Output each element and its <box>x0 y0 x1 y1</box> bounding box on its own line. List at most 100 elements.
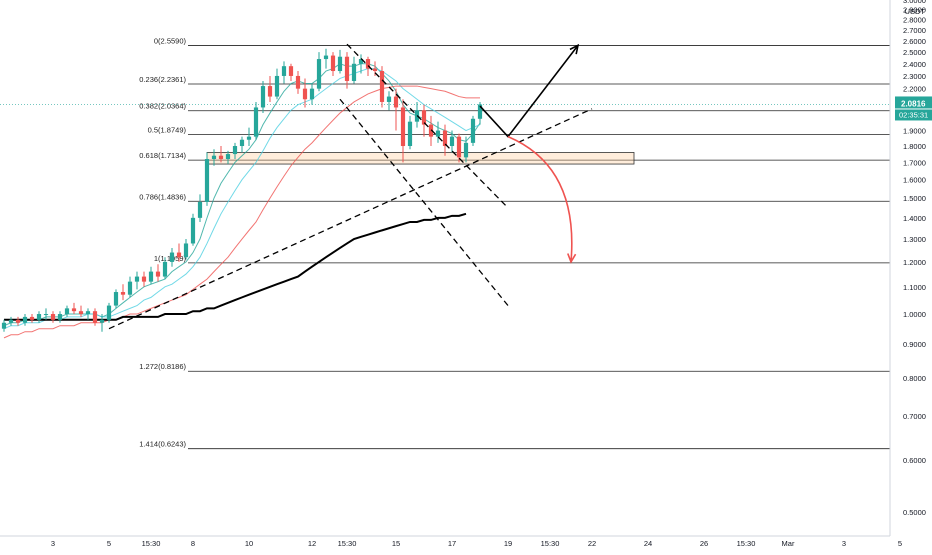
candle[interactable] <box>449 130 455 153</box>
candle[interactable] <box>323 48 329 69</box>
candle[interactable] <box>92 308 98 326</box>
candle[interactable] <box>155 264 161 282</box>
candle[interactable] <box>36 311 42 323</box>
candle[interactable] <box>134 271 140 290</box>
candle[interactable] <box>337 49 343 74</box>
candle[interactable] <box>428 115 434 147</box>
support-zone[interactable] <box>206 152 635 165</box>
candle[interactable] <box>456 133 462 163</box>
candle-body <box>295 75 301 89</box>
candle-body <box>113 292 119 306</box>
candle[interactable] <box>463 136 469 163</box>
candle[interactable] <box>64 305 70 317</box>
candle[interactable] <box>120 284 126 301</box>
candle[interactable] <box>176 243 182 262</box>
candle-body <box>309 88 315 100</box>
trendline[interactable] <box>346 43 509 209</box>
candle[interactable] <box>386 91 392 111</box>
candle[interactable] <box>8 316 14 326</box>
candle-body <box>260 86 266 108</box>
candle[interactable] <box>288 63 294 81</box>
candle[interactable] <box>204 152 210 206</box>
candle[interactable] <box>351 56 357 84</box>
candle[interactable] <box>225 150 231 165</box>
candle[interactable] <box>141 271 147 287</box>
candle[interactable] <box>379 66 385 108</box>
candle[interactable] <box>50 311 56 323</box>
price-tick-label: 1.9000 <box>903 127 926 136</box>
candle[interactable] <box>197 194 203 222</box>
candle-body <box>267 86 273 97</box>
candle[interactable] <box>211 149 217 166</box>
candle[interactable] <box>274 68 280 100</box>
trendline[interactable] <box>108 108 593 330</box>
candle[interactable] <box>190 213 196 246</box>
candle[interactable] <box>477 101 483 125</box>
candle-body <box>365 59 371 69</box>
candle[interactable] <box>309 83 315 105</box>
candle[interactable] <box>127 276 133 298</box>
trendline[interactable] <box>339 98 509 306</box>
candle[interactable] <box>400 99 406 163</box>
fib-label: 1.414(0.6243) <box>139 440 186 449</box>
candle[interactable] <box>316 52 322 92</box>
candle-body <box>99 319 105 323</box>
candle[interactable] <box>85 308 91 320</box>
candle-body <box>218 155 224 160</box>
candle[interactable] <box>421 104 427 137</box>
countdown-badge <box>895 109 932 121</box>
candle[interactable] <box>407 115 413 150</box>
candle[interactable] <box>442 124 448 156</box>
candle[interactable] <box>71 302 77 315</box>
price-tick-label: 1.2000 <box>903 258 926 267</box>
candle[interactable] <box>183 239 189 260</box>
candle[interactable] <box>106 302 112 323</box>
candle-body <box>442 130 448 147</box>
candle[interactable] <box>162 257 168 280</box>
candle-body <box>204 159 210 202</box>
candle[interactable] <box>218 146 224 163</box>
candle[interactable] <box>330 52 336 76</box>
candle[interactable] <box>232 142 238 160</box>
candle-body <box>428 124 434 137</box>
candle[interactable] <box>78 305 84 317</box>
candle[interactable] <box>43 308 49 320</box>
candle-body <box>8 319 14 323</box>
candle[interactable] <box>29 314 35 323</box>
candle[interactable] <box>253 101 259 140</box>
candle[interactable] <box>1 319 7 332</box>
candle[interactable] <box>414 101 420 128</box>
candle[interactable] <box>302 78 308 108</box>
candle-body <box>246 136 252 140</box>
candle[interactable] <box>22 314 28 326</box>
fib-label: 1.272(0.8186) <box>139 362 186 371</box>
candle[interactable] <box>295 71 301 94</box>
bearish-projection-arrow[interactable] <box>507 135 573 262</box>
candle-body <box>400 107 406 147</box>
candle[interactable] <box>267 75 273 102</box>
candle[interactable] <box>239 136 245 153</box>
candle[interactable] <box>344 52 350 89</box>
candle[interactable] <box>393 88 399 131</box>
candle[interactable] <box>169 247 175 267</box>
candle[interactable] <box>358 54 364 74</box>
candle-body <box>22 316 28 323</box>
candle-body <box>288 66 294 76</box>
candle[interactable] <box>470 115 476 147</box>
candle-body <box>57 314 63 320</box>
candle[interactable] <box>113 289 119 309</box>
candle[interactable] <box>260 80 266 114</box>
candle[interactable] <box>246 127 252 147</box>
candle[interactable] <box>57 311 63 323</box>
candle-body <box>43 314 49 316</box>
fib-label: 0(2.5590) <box>154 36 187 45</box>
candle[interactable] <box>435 121 441 143</box>
candle[interactable] <box>15 316 21 326</box>
projection-arrows <box>479 43 580 264</box>
time-tick-label: 15 <box>392 539 400 548</box>
candle[interactable] <box>148 266 154 285</box>
candle[interactable] <box>99 314 105 332</box>
candle[interactable] <box>281 61 287 84</box>
bullish-projection-arrow[interactable] <box>479 44 579 138</box>
